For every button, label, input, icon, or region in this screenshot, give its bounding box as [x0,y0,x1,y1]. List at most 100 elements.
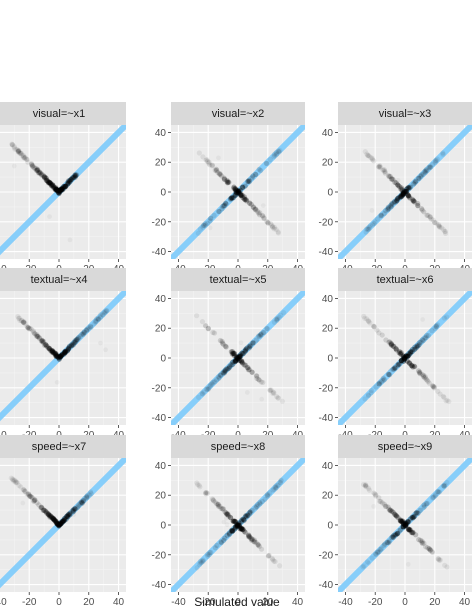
data-point [79,331,85,337]
identity-line [171,291,305,425]
data-point [46,346,53,352]
data-point [441,483,447,489]
data-point [58,186,65,192]
data-point [432,492,438,498]
data-point [72,174,78,180]
data-point [240,351,246,357]
x-tick-label: 20 [429,597,441,608]
data-point [244,345,250,351]
data-point [273,484,279,490]
data-point [223,510,229,516]
data-point [433,323,439,330]
data-point [204,386,210,393]
data-point [93,319,99,325]
data-point [247,534,253,540]
y-tick-label: 20 [322,158,334,169]
data-point [205,551,211,558]
data-point [247,509,253,515]
data-point [249,175,255,181]
data-point [31,498,37,504]
data-point [421,504,427,510]
data-point [212,499,218,505]
data-point [20,487,26,493]
data-point [208,549,214,555]
data-point [419,337,426,343]
data-point [232,526,238,532]
data-point [77,333,83,339]
data-point [258,332,264,338]
data-point [57,521,63,528]
y-tick-label: 0 [160,188,166,199]
data-point [51,517,57,523]
data-point [436,489,442,495]
data-point [229,195,235,201]
data-point [253,206,259,212]
data-point [209,162,215,168]
data-point [36,169,42,175]
data-point [400,353,406,359]
data-point [81,329,88,335]
data-point [396,350,402,356]
data-point [386,506,392,512]
data-point [56,190,62,196]
data-point [217,337,223,344]
data-point [363,229,369,235]
data-point [278,478,284,484]
data-point [51,516,57,522]
data-point [69,175,75,181]
data-point [14,480,20,486]
data-point [406,185,412,191]
data-point [216,208,222,215]
data-point [217,503,223,509]
data-point [57,353,63,359]
data-point [389,342,395,348]
data-point [72,173,78,179]
data-point [56,187,63,193]
data-point [241,194,247,200]
data-point [364,316,370,322]
y-tick-label: 40 [322,294,334,305]
data-point [214,377,220,383]
data-point [426,380,432,386]
data-point [238,518,245,525]
data-point [17,317,23,324]
data-point [224,532,230,538]
data-point [260,203,266,209]
facet-strip [338,435,472,458]
data-point [403,353,409,359]
data-point [212,379,218,385]
data-point [421,372,427,378]
data-point [230,518,236,524]
data-point [393,346,399,352]
data-point [405,353,411,359]
data-point [382,503,389,509]
x-tick-label: 40 [459,597,471,608]
data-point [397,518,403,524]
data-point [426,165,432,171]
data-point [48,347,55,353]
y-tick-label: -40 [319,580,334,591]
data-point [21,155,28,161]
data-point [407,526,413,533]
data-point [34,167,40,173]
data-point [402,522,408,528]
data-point [373,551,379,558]
data-point [27,493,34,500]
data-point [439,225,445,231]
data-point [54,188,60,194]
data-point [41,342,48,348]
data-point [228,195,234,201]
data-point [67,510,73,517]
data-point [76,335,82,341]
data-point [381,167,387,173]
data-point [233,519,239,525]
data-point [400,524,406,530]
data-point [256,166,262,172]
data-point [56,190,62,197]
data-point [202,490,209,496]
data-point [247,509,253,515]
data-point [59,519,65,525]
data-point [236,357,242,363]
data-point [433,220,439,226]
data-point [436,556,442,562]
